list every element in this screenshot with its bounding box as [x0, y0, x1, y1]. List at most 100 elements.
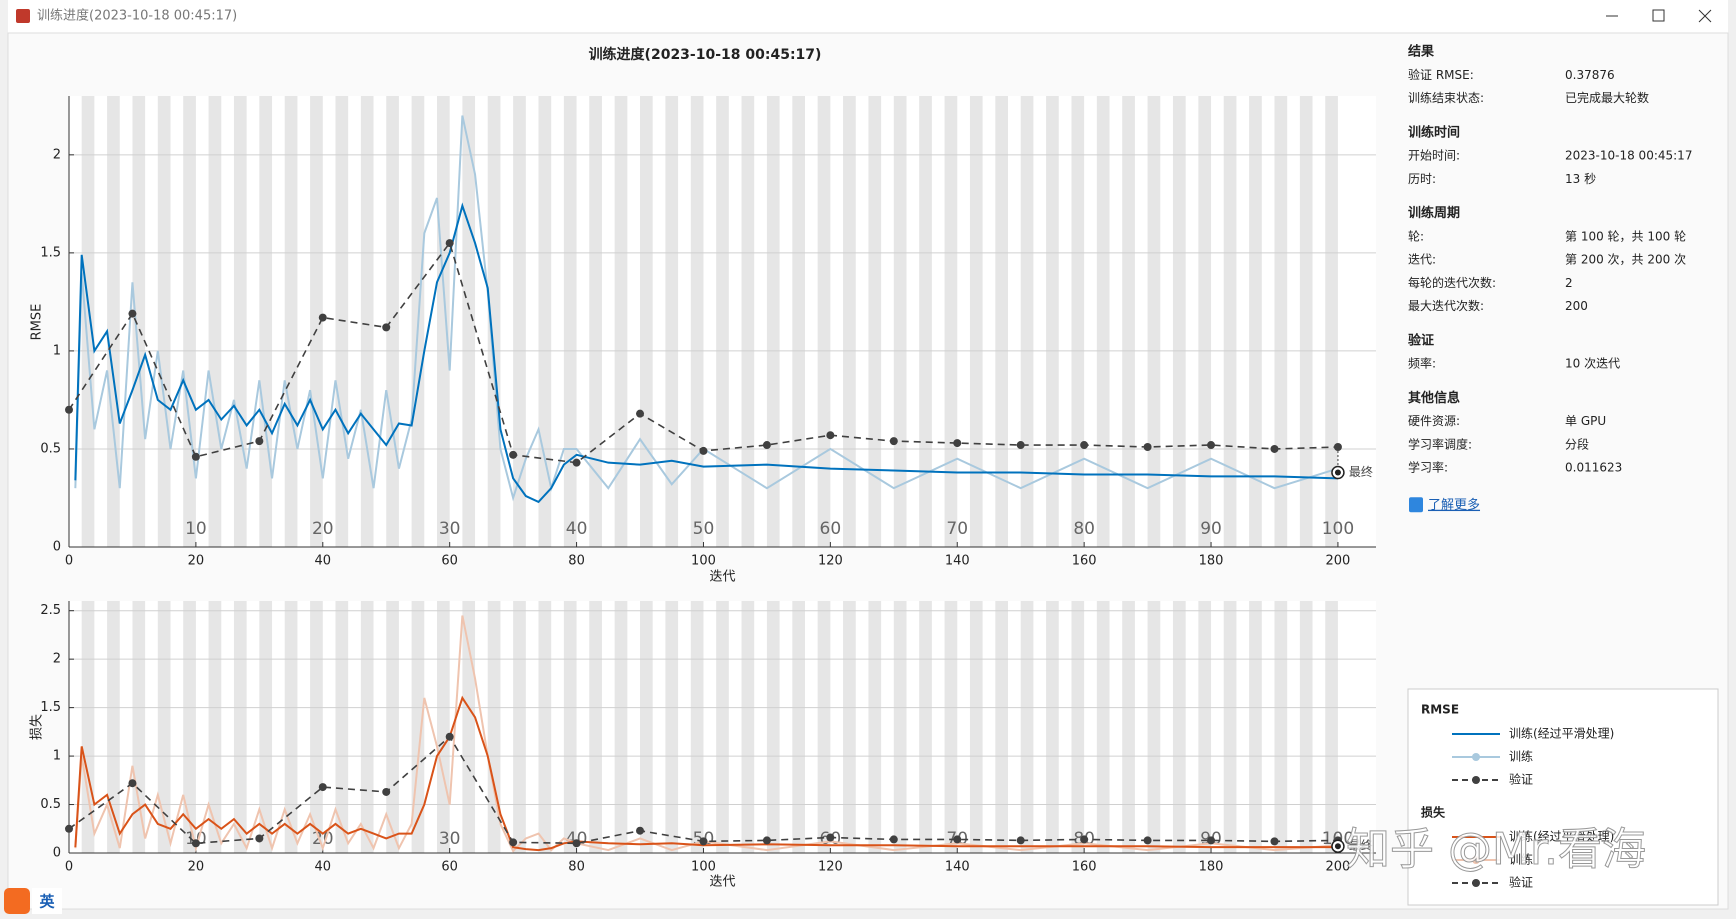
- info-label: 开始时间:: [1408, 149, 1460, 163]
- validation-point: [1080, 441, 1089, 450]
- info-value: 第 100 轮，共 100 轮: [1565, 229, 1686, 243]
- epoch-stripe: [487, 601, 501, 853]
- x-tick-label: 20: [188, 554, 205, 569]
- legend-box: [1407, 688, 1719, 906]
- validation-point: [255, 437, 264, 446]
- x-tick-label: 40: [315, 554, 332, 569]
- x-tick-label: 0: [65, 554, 73, 569]
- validation-point: [1207, 441, 1216, 450]
- validation-point: [65, 405, 73, 414]
- epoch-stripe: [284, 96, 298, 547]
- epoch-stripe: [792, 601, 805, 853]
- x-tick-label: 80: [568, 860, 585, 875]
- close-icon: [1698, 9, 1712, 23]
- y-axis-label: RMSE: [30, 304, 45, 341]
- window-title: 训练进度(2023-10-18 00:45:17): [37, 8, 237, 24]
- legend-title: 损失: [1421, 805, 1446, 820]
- epoch-stripe: [132, 601, 146, 853]
- epoch-label: 80: [1073, 519, 1095, 539]
- legend-label: 训练(经过平滑处理): [1509, 726, 1614, 741]
- epoch-stripe: [868, 601, 882, 853]
- epoch-stripe: [665, 601, 679, 853]
- close-button[interactable]: [1698, 9, 1712, 23]
- validation-point: [1143, 836, 1152, 845]
- validation-point: [762, 836, 771, 845]
- epoch-stripe: [411, 601, 425, 853]
- legend-title: RMSE: [1421, 703, 1459, 717]
- y-axis-label: 损失: [30, 714, 45, 740]
- validation-point: [1016, 836, 1025, 845]
- epoch-stripe: [132, 96, 146, 547]
- epoch-stripe: [969, 96, 983, 547]
- epoch-stripe: [843, 601, 856, 853]
- epoch-stripe: [81, 601, 95, 853]
- ime-logo: [4, 888, 30, 914]
- x-tick-label: 180: [1199, 554, 1224, 569]
- info-label: 硬件资源:: [1408, 414, 1460, 428]
- epoch-stripe: [1299, 601, 1313, 853]
- validation-point: [699, 446, 708, 455]
- epoch-label: 10: [185, 829, 207, 849]
- x-tick-label: 160: [1072, 554, 1097, 569]
- info-label: 每轮的迭代次数:: [1408, 275, 1496, 290]
- maximize-icon: [1652, 9, 1665, 22]
- maximize-button[interactable]: [1652, 9, 1665, 22]
- info-label: 训练结束状态:: [1408, 90, 1484, 105]
- x-tick-label: 100: [691, 554, 716, 569]
- learn-more-link[interactable]: 了解更多: [1428, 497, 1480, 513]
- info-label: 迭代:: [1408, 253, 1436, 267]
- legend-label: 训练: [1509, 852, 1533, 867]
- info-value: 2: [1565, 276, 1573, 290]
- epoch-stripe: [589, 96, 602, 547]
- validation-point: [636, 826, 645, 835]
- y-tick-label: 0.5: [40, 797, 61, 812]
- epoch-stripe: [1096, 96, 1110, 547]
- validation-point: [889, 437, 898, 446]
- epoch-stripe: [1325, 601, 1338, 853]
- x-tick-label: 80: [568, 554, 585, 569]
- epoch-stripe: [107, 601, 120, 853]
- x-tick-label: 180: [1199, 860, 1224, 875]
- epoch-stripe: [1249, 601, 1262, 853]
- validation-point: [953, 439, 962, 448]
- final-marker-dot: [1334, 469, 1341, 476]
- x-tick-label: 120: [818, 554, 843, 569]
- epoch-stripe: [1198, 601, 1212, 853]
- validation-point: [826, 431, 835, 440]
- validation-point: [1016, 441, 1025, 450]
- series-line: [74, 202, 1338, 504]
- epoch-stripe: [690, 96, 704, 547]
- epoch-stripe: [1223, 601, 1237, 853]
- validation-point: [382, 323, 391, 332]
- epoch-stripe: [1071, 601, 1085, 853]
- epoch-stripe: [1046, 601, 1059, 853]
- info-value: 0.37876: [1565, 68, 1615, 82]
- legend-label: 验证: [1509, 875, 1533, 890]
- info-value: 第 200 次，共 200 次: [1565, 253, 1686, 267]
- validation-point: [1143, 442, 1152, 451]
- epoch-stripe: [259, 601, 273, 853]
- y-tick-label: 0: [53, 846, 61, 861]
- epoch-stripe: [386, 96, 399, 547]
- legend-label: 验证: [1509, 772, 1533, 787]
- epoch-stripe: [1147, 96, 1161, 547]
- x-tick-label: 60: [441, 860, 458, 875]
- x-tick-label: 160: [1072, 860, 1097, 875]
- epoch-stripe: [1020, 601, 1034, 853]
- x-tick-label: 100: [691, 860, 716, 875]
- watermark: 知乎 @Mr.看海: [1346, 824, 1646, 875]
- epoch-stripe: [817, 601, 831, 853]
- section-title: 其他信息: [1408, 390, 1460, 406]
- epoch-stripe: [741, 96, 755, 547]
- x-tick-label: 40: [315, 860, 332, 875]
- y-tick-label: 2.5: [40, 603, 61, 618]
- epoch-stripe: [919, 601, 932, 853]
- validation-point: [699, 837, 708, 846]
- epoch-stripe: [944, 96, 958, 547]
- epoch-stripe: [1122, 601, 1135, 853]
- epoch-stripe: [208, 601, 222, 853]
- validation-point: [1270, 444, 1279, 453]
- legend-label: 训练(经过平滑处理): [1509, 829, 1614, 844]
- epoch-stripe: [589, 601, 602, 853]
